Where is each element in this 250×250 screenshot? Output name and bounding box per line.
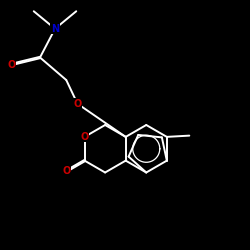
Text: O: O <box>74 99 82 109</box>
Text: O: O <box>7 60 16 70</box>
Text: O: O <box>80 132 89 142</box>
Text: O: O <box>62 166 70 176</box>
Text: N: N <box>51 24 59 34</box>
